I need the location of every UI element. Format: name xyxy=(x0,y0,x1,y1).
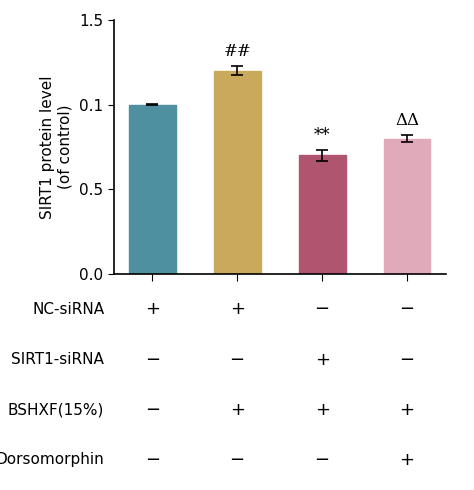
Bar xyxy=(384,139,430,274)
Text: BSHXF(15%): BSHXF(15%) xyxy=(8,402,104,417)
Text: +: + xyxy=(400,401,415,419)
Bar xyxy=(214,71,261,274)
Text: −: − xyxy=(400,300,415,318)
Text: **: ** xyxy=(314,127,330,145)
Text: ΔΔ: ΔΔ xyxy=(395,112,419,129)
Text: −: − xyxy=(400,350,415,368)
Bar xyxy=(299,155,346,274)
Text: +: + xyxy=(400,451,415,469)
Text: +: + xyxy=(315,401,329,419)
Text: ##: ## xyxy=(223,44,251,60)
Text: −: − xyxy=(229,451,245,469)
Text: −: − xyxy=(315,300,330,318)
Text: −: − xyxy=(229,350,245,368)
Text: −: − xyxy=(145,451,160,469)
Text: +: + xyxy=(230,300,245,318)
Text: −: − xyxy=(145,401,160,419)
Y-axis label: SIRT1 protein level
(of control): SIRT1 protein level (of control) xyxy=(40,75,72,219)
Text: −: − xyxy=(145,350,160,368)
Text: −: − xyxy=(315,451,330,469)
Text: SIRT1-siRNA: SIRT1-siRNA xyxy=(11,352,104,367)
Text: NC-siRNA: NC-siRNA xyxy=(32,302,104,317)
Bar xyxy=(129,104,175,274)
Text: +: + xyxy=(145,300,160,318)
Text: Dorsomorphin: Dorsomorphin xyxy=(0,452,104,467)
Text: +: + xyxy=(315,350,329,368)
Text: +: + xyxy=(230,401,245,419)
